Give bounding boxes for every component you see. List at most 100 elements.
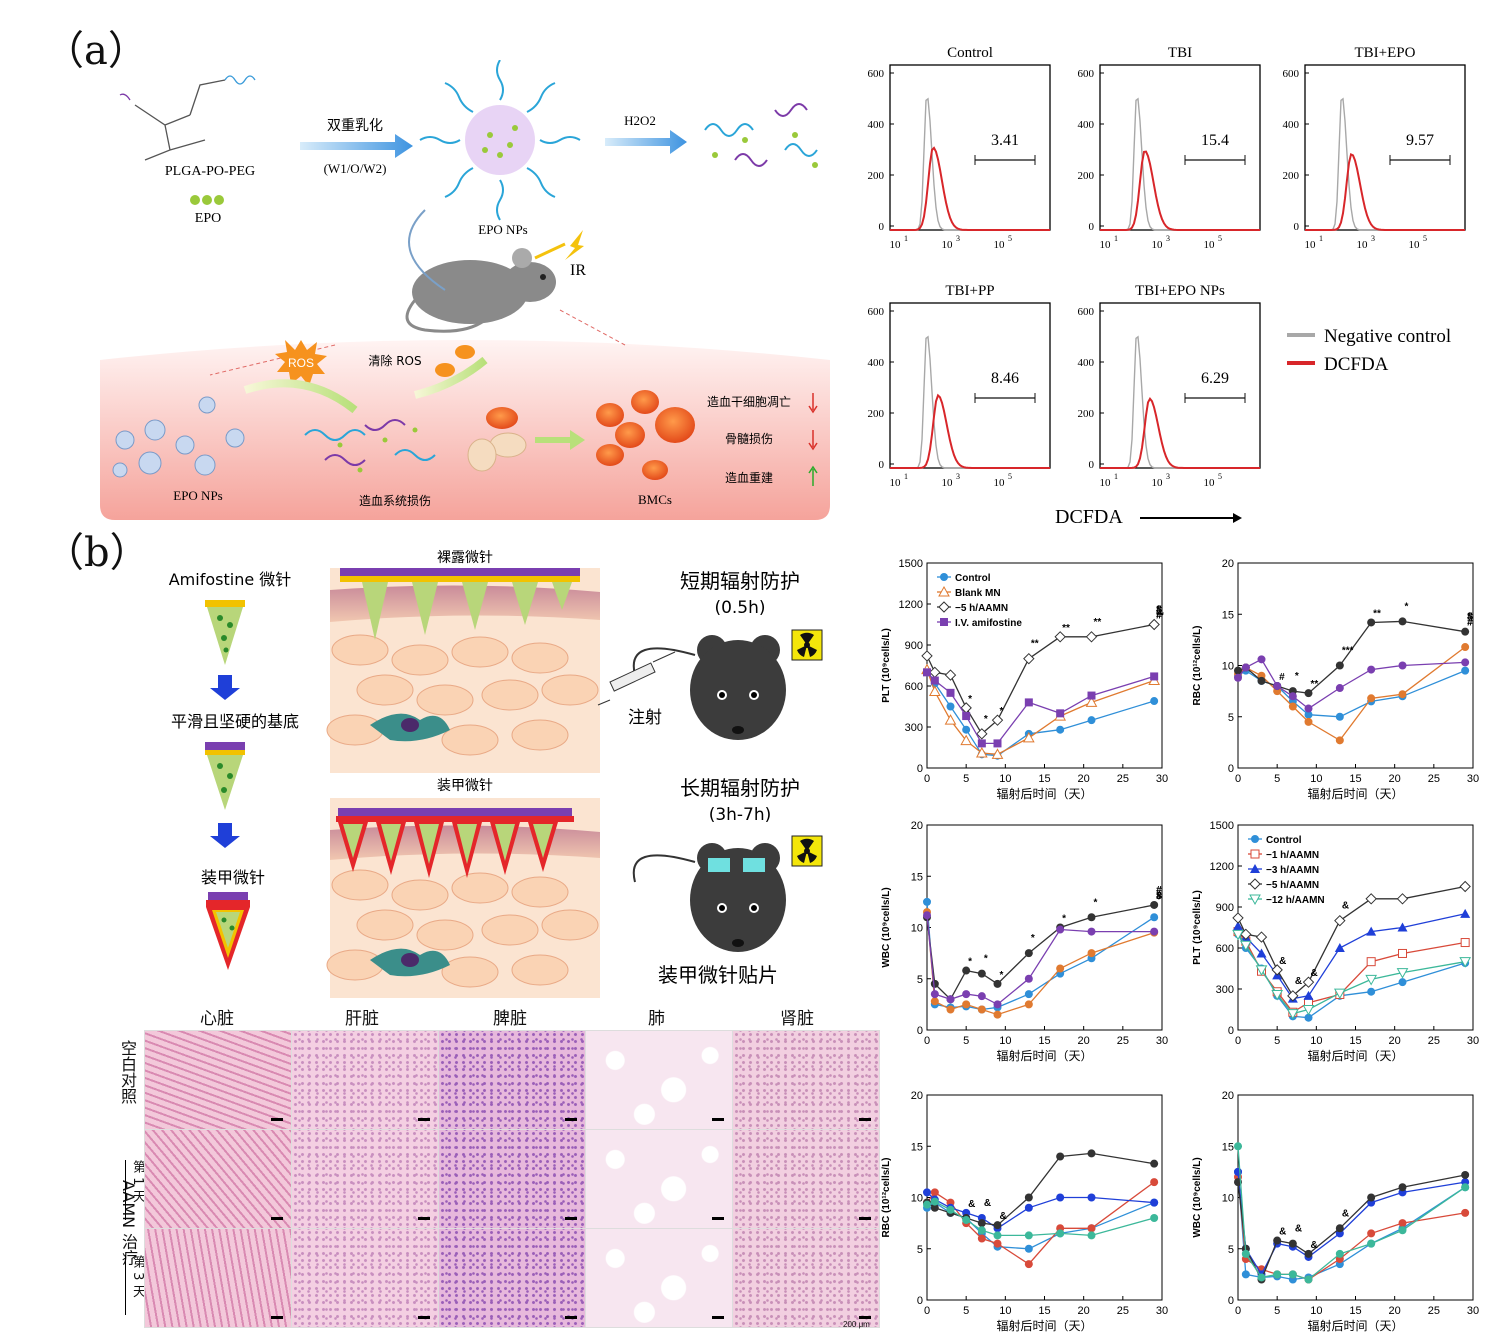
series-line [1237, 933, 1466, 1015]
dcfda-curve [1305, 152, 1465, 231]
x-tick-label: 25 [1117, 1035, 1129, 1047]
series-line [1237, 1171, 1466, 1281]
chart-ylabel: WBC (10⁹cells/L) [881, 887, 892, 967]
long-term-title: 长期辐射防护 [680, 776, 800, 800]
x-tick-exponent: 3 [956, 472, 960, 481]
data-point [1250, 849, 1260, 859]
y-tick-label: 5 [1228, 712, 1234, 724]
significance-mark: & [1295, 1224, 1302, 1235]
y-tick-label: 200 [1283, 170, 1300, 182]
panel-a-label: （a） [44, 28, 148, 74]
data-point [930, 1188, 939, 1197]
effect-rebuild: 造血重建 [725, 471, 773, 485]
x-tick-label: 20 [1389, 1035, 1401, 1047]
row-group-label: AAMN 治疗 [119, 1180, 138, 1266]
injection-arrow [408, 209, 446, 291]
data-point [923, 897, 931, 906]
data-point [1056, 1193, 1065, 1202]
series-line [926, 671, 1155, 757]
gate-value: 9.57 [1406, 132, 1434, 149]
data-point [1398, 1183, 1407, 1192]
histology-tile [291, 1228, 439, 1328]
series-line [926, 669, 1155, 755]
dcfda-curve [890, 146, 1050, 231]
significance-mark: ** [1031, 639, 1039, 650]
y-tick-label: 600 [1283, 68, 1300, 80]
data-point [1304, 1275, 1313, 1284]
scale-bar [565, 1316, 577, 1319]
x-tick-label: 10 [1100, 477, 1112, 489]
xlabel-arrowhead [1233, 513, 1242, 523]
data-point [940, 618, 948, 626]
data-point [977, 739, 986, 748]
x-tick-exponent: 1 [1114, 472, 1118, 481]
h2o2-label: H2O2 [624, 113, 656, 128]
data-point [1250, 864, 1260, 873]
ros-arrow [243, 379, 358, 414]
data-point [1460, 908, 1471, 918]
np-cluster-label: EPO NPs [173, 488, 223, 503]
data-point [1365, 974, 1378, 986]
chart-frame [1237, 1094, 1474, 1301]
x-tick-label: 15 [1038, 773, 1050, 785]
data-point [1302, 1005, 1315, 1016]
y-tick-label: 600 [1078, 306, 1095, 318]
bmcs-label: BMCs [638, 492, 672, 507]
series-line [1237, 1146, 1466, 1281]
series-line [1237, 620, 1466, 694]
x-tick-label: 20 [1078, 1035, 1090, 1047]
significance-mark: & [1295, 976, 1302, 987]
data-point [1288, 1270, 1297, 1279]
significance-mark: *** [1342, 646, 1354, 657]
y-tick-label: 5 [917, 1244, 923, 1256]
series-line [926, 623, 1155, 735]
data-point [993, 1000, 1002, 1009]
data-point [1056, 1229, 1065, 1238]
data-point [930, 979, 939, 988]
data-point [1396, 893, 1409, 905]
data-point [1024, 1244, 1033, 1253]
significance-mark: * [984, 954, 988, 965]
significance-mark: * [968, 694, 972, 705]
significance-mark: * [1405, 601, 1409, 612]
x-tick-label: 25 [1117, 773, 1129, 785]
chart-ylabel: RBC (10¹²cells/L) [1192, 625, 1203, 705]
h2o2-arrow [605, 130, 687, 154]
y-tick-label: 0 [1089, 459, 1095, 471]
data-point [946, 995, 955, 1004]
series-line [1237, 885, 1466, 997]
scale-bar [418, 1217, 430, 1220]
x-tick-label: 0 [924, 1305, 930, 1317]
histogram-title: TBI [1168, 45, 1192, 61]
histology-tile-grid [144, 1030, 880, 1330]
data-point [1024, 1203, 1033, 1212]
row-blank-label: 空白对照 [118, 1040, 137, 1104]
chart-legend: Control Blank MN −5 h/AAMN I.V. amifostine [937, 573, 1022, 629]
x-tick-label: 0 [924, 773, 930, 785]
significance-mark: * [1000, 970, 1004, 981]
clear-arrow [414, 356, 488, 399]
epo-dots [190, 195, 224, 205]
histogram-title: TBI+PP [945, 283, 994, 299]
series-line [1237, 931, 1466, 1014]
x-tick-label: 0 [1235, 1035, 1241, 1047]
chart-frame [1237, 562, 1474, 769]
flow-cytometry-panels: Control60040020001011031053.41TBI6004002… [868, 45, 1466, 528]
data-point [977, 1005, 986, 1014]
histology-tile [438, 1228, 586, 1328]
gate-value: 6.29 [1201, 370, 1229, 387]
scale-bar [712, 1118, 724, 1121]
data-point [976, 728, 988, 740]
data-point [1335, 712, 1344, 721]
data-point [946, 702, 955, 711]
significance-mark: * [1031, 933, 1035, 944]
data-point [1024, 1260, 1033, 1269]
data-point [1302, 976, 1315, 988]
histogram-title: TBI+EPO [1355, 45, 1416, 61]
x-tick-label: 25 [1428, 773, 1440, 785]
patch-label: 装甲微针贴片 [658, 963, 778, 987]
significance-mark: ** [1373, 608, 1381, 619]
data-point [946, 1205, 955, 1214]
data-point [1335, 1224, 1344, 1233]
radiation-warning-icon [791, 629, 823, 661]
